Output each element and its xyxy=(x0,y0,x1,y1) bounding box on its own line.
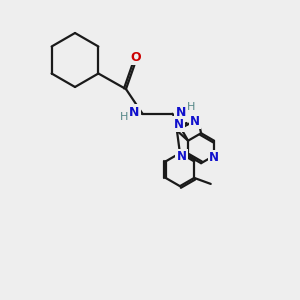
Text: N: N xyxy=(190,115,200,128)
Text: N: N xyxy=(129,106,139,119)
Text: N: N xyxy=(209,151,219,164)
Text: N: N xyxy=(173,118,183,130)
Text: H: H xyxy=(187,102,195,112)
Text: H: H xyxy=(120,112,128,122)
Text: O: O xyxy=(130,51,141,64)
Text: N: N xyxy=(176,150,187,163)
Text: N: N xyxy=(176,106,186,119)
